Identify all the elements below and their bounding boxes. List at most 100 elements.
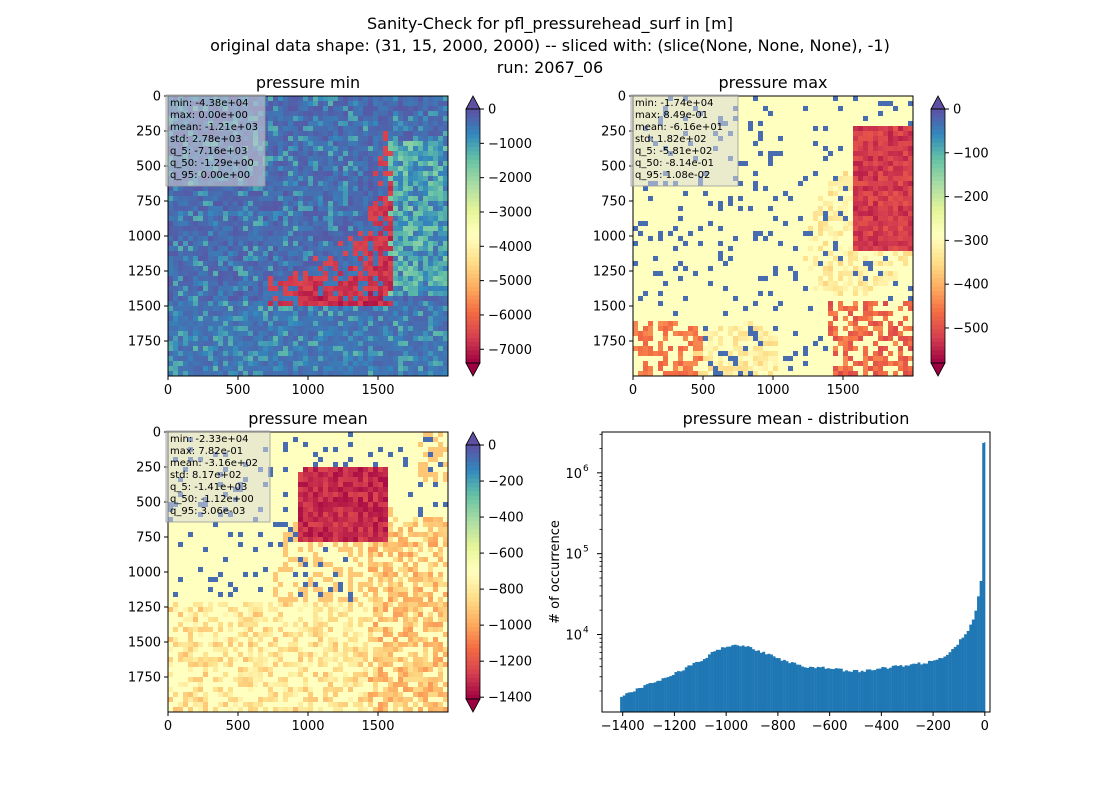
heatmap-cell [773, 116, 779, 122]
heatmap-cell [193, 261, 199, 267]
heatmap-cell [398, 96, 404, 102]
heatmap-cell [813, 116, 819, 122]
heatmap-cell [388, 296, 394, 302]
heatmap-cell [208, 186, 214, 192]
heatmap-cell [808, 216, 814, 222]
heatmap-cell [313, 151, 319, 157]
heatmap-cell [808, 176, 814, 182]
heatmap-cell [363, 351, 369, 357]
heatmap-cell [338, 286, 344, 292]
heatmap-cell [393, 251, 399, 257]
heatmap-cell [838, 191, 844, 197]
heatmap-cell [323, 251, 329, 257]
heatmap-cell [788, 221, 794, 227]
colorbar-segment [466, 219, 480, 224]
heatmap-cell [668, 241, 674, 247]
heatmap-cell [843, 121, 849, 127]
heatmap-cell [413, 261, 419, 267]
heatmap-cell [348, 346, 354, 352]
heatmap-cell [203, 316, 209, 322]
heatmap-cell [423, 306, 429, 312]
heatmap-cell [303, 101, 309, 107]
heatmap-cell [793, 196, 799, 202]
heatmap-cell [273, 311, 279, 317]
heatmap-cell [428, 126, 434, 132]
heatmap-cell [858, 111, 864, 117]
heatmap-cell [748, 101, 754, 107]
heatmap-cell [308, 236, 314, 242]
heatmap-cell [373, 151, 379, 157]
heatmap-cell [213, 241, 219, 247]
heatmap-cell [193, 246, 199, 252]
heatmap-cell [368, 146, 374, 152]
heatmap-cell [383, 256, 389, 262]
heatmap-cell [378, 321, 384, 327]
heatmap-cell [203, 346, 209, 352]
heatmap-cell [388, 226, 394, 232]
heatmap-cell [328, 166, 334, 172]
heatmap-cell [363, 216, 369, 222]
heatmap-cell [248, 186, 254, 192]
heatmap-cell [348, 371, 354, 376]
heatmap-cell [833, 211, 839, 217]
heatmap-cell [743, 116, 749, 122]
heatmap-cell [323, 186, 329, 192]
heatmap-cell [698, 206, 704, 212]
heatmap-cell [418, 236, 424, 242]
heatmap-cell [428, 166, 434, 172]
heatmap-cell [853, 241, 859, 247]
heatmap-cell [898, 126, 904, 132]
heatmap-cell [663, 231, 669, 237]
heatmap-cell [193, 336, 199, 342]
heatmap-cell [363, 191, 369, 197]
heatmap-cell [888, 111, 894, 117]
heatmap-cell [813, 151, 819, 157]
heatmap-cell [698, 216, 704, 222]
heatmap-cell [328, 191, 334, 197]
heatmap-cell [188, 216, 194, 222]
colorbar-segment [466, 155, 480, 161]
heatmap-cell [863, 106, 869, 112]
heatmap-cell [228, 286, 234, 292]
heatmap-cell [743, 226, 749, 232]
heatmap-cell [413, 176, 419, 182]
heatmap-cell [198, 246, 204, 252]
heatmap-cell [773, 111, 779, 117]
heatmap-cell [778, 106, 784, 112]
heatmap-cell [178, 371, 184, 376]
heatmap-cell [803, 226, 809, 232]
heatmap-cell [333, 216, 339, 222]
heatmap-cell [383, 331, 389, 337]
heatmap-cell [793, 136, 799, 142]
heatmap-cell [193, 301, 199, 307]
heatmap-cell [258, 236, 264, 242]
heatmap-cell [328, 331, 334, 337]
heatmap-cell [278, 346, 284, 352]
heatmap-cell [183, 331, 189, 337]
heatmap-cell [843, 191, 849, 197]
heatmap-cell [268, 251, 274, 257]
heatmap-cell [413, 291, 419, 297]
heatmap-cell [753, 151, 759, 157]
heatmap-cell [428, 111, 434, 117]
heatmap-cell [428, 131, 434, 137]
heatmap-cell [868, 236, 874, 242]
colorbar-segment [466, 333, 480, 338]
heatmap-cell [303, 261, 309, 267]
heatmap-cell [308, 106, 314, 112]
heatmap-cell [228, 186, 234, 192]
heatmap-cell [903, 181, 909, 187]
heatmap-cell [903, 201, 909, 207]
heatmap-cell [353, 206, 359, 212]
heatmap-cell [228, 196, 234, 202]
heatmap-cell [378, 111, 384, 117]
heatmap-cell [773, 206, 779, 212]
heatmap-cell [373, 186, 379, 192]
heatmap-cell [233, 216, 239, 222]
heatmap-cell [273, 191, 279, 197]
heatmap-cell [308, 191, 314, 197]
heatmap-cell [788, 231, 794, 237]
heatmap-cell [743, 156, 749, 162]
heatmap-cell [193, 351, 199, 357]
heatmap-cell [423, 266, 429, 272]
